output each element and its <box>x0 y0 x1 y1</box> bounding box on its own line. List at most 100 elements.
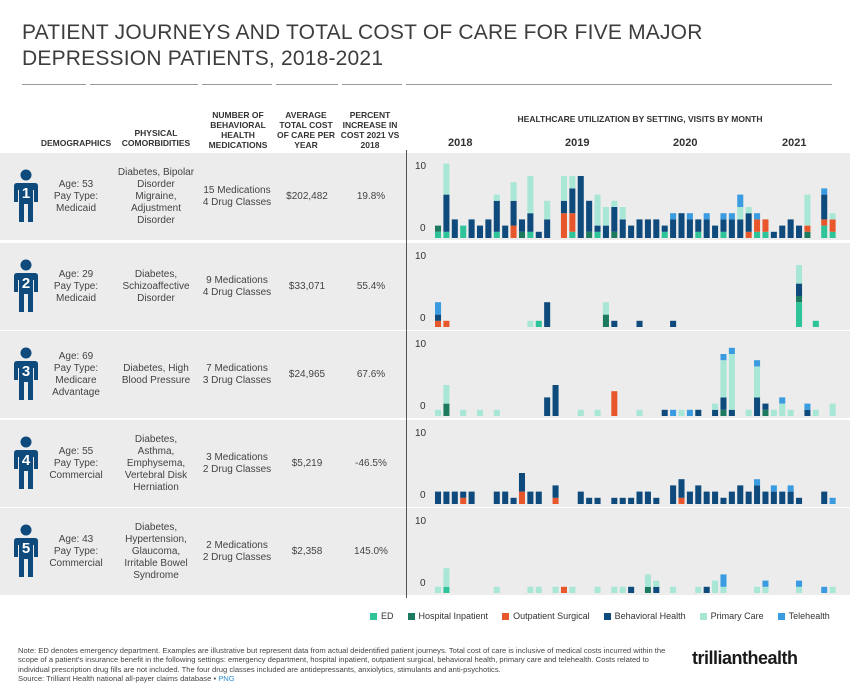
bar-segment <box>728 213 735 220</box>
bar-segment <box>754 586 761 593</box>
bar-segment <box>611 200 618 207</box>
bar-segment <box>653 586 660 593</box>
bar-segment <box>796 265 803 284</box>
bar-segment <box>577 491 584 504</box>
bar-segment <box>619 207 626 220</box>
bar-segment <box>737 207 744 220</box>
legend-label: ED <box>381 611 394 621</box>
bar-segment <box>821 586 828 593</box>
pay-type: Medicaid <box>55 292 97 304</box>
bar-segment <box>569 176 576 189</box>
pay-label: Pay Type: <box>53 190 99 202</box>
medications-cell: 7 Medications 3 Drug Classes <box>200 331 274 418</box>
demographics-cell: Age: 53 Pay Type: Medicaid <box>44 153 108 240</box>
source-text: Source: Trilliant Health national all-pa… <box>18 674 212 684</box>
patient-row <box>0 508 850 595</box>
bar-segment <box>502 491 509 504</box>
pct-increase-text: 67.6% <box>356 368 386 380</box>
bar-segment <box>435 314 442 321</box>
bar-segment <box>602 207 609 226</box>
pay-label: Pay Type: <box>53 457 99 469</box>
bar-segment <box>661 231 668 238</box>
legend-swatch <box>502 612 510 620</box>
bar-segment <box>812 320 819 327</box>
legend-item-telehealth: Telehealth <box>777 611 830 621</box>
avg-cost-text: $2,358 <box>291 545 323 557</box>
patient-number: 4 <box>21 452 31 469</box>
bar-segment <box>476 225 484 238</box>
bar-segment <box>527 320 534 327</box>
bar-segment <box>636 219 643 238</box>
bar-segment <box>435 302 442 315</box>
bar-segment <box>745 409 752 416</box>
bar-segment <box>821 225 828 238</box>
bar-segment <box>754 360 761 367</box>
avg-cost-cell: $2,358 <box>276 508 338 595</box>
bar-segment <box>544 302 551 327</box>
col-comorbidities-header: PHYSICAL COMORBIDITIES <box>121 128 191 148</box>
bar-segment <box>619 497 626 504</box>
bar-segment <box>779 403 786 416</box>
bar-segment <box>796 283 803 296</box>
med-count: 2 Medications <box>206 539 268 551</box>
bar-segment <box>502 225 509 238</box>
header-rule <box>406 84 832 85</box>
bar-segment <box>703 491 710 504</box>
bar-segment <box>611 391 618 416</box>
bar-segment <box>443 586 450 593</box>
bar-segment <box>468 491 475 504</box>
legend-swatch <box>370 612 377 620</box>
bar-segment <box>611 320 618 327</box>
age-text: Age: 29 <box>58 268 94 280</box>
bar-segment <box>762 409 769 416</box>
bar-segment <box>745 213 752 232</box>
bar-segment <box>602 314 609 327</box>
bar-segment <box>493 409 500 416</box>
bar-segment <box>796 586 803 593</box>
bar-segment <box>804 403 811 410</box>
comorbidities-cell: Diabetes, Hypertension, Glaucoma, Irrita… <box>116 508 196 595</box>
pay-type: Commercial <box>49 557 103 569</box>
bar-segment <box>476 409 484 416</box>
pct-increase-cell: -46.5% <box>340 420 402 507</box>
comorbidities-text: Diabetes, Hypertension, Glaucoma, Irrita… <box>124 521 188 581</box>
legend-item-primary-care: Primary Care <box>699 611 764 621</box>
bar-segment <box>586 200 593 232</box>
bar-segment <box>670 320 677 327</box>
bar-segment <box>728 354 735 410</box>
bar-segment <box>712 580 719 593</box>
bar-segment <box>829 497 836 504</box>
bar-segment <box>518 491 525 504</box>
bar-segment <box>804 409 811 416</box>
bar-segment <box>443 194 450 232</box>
bar-segment <box>535 586 542 593</box>
comorbidities-text: Diabetes, High Blood Pressure <box>121 362 191 386</box>
bar-segment <box>628 586 635 593</box>
bar-segment <box>594 497 601 504</box>
png-link[interactable]: PNG <box>218 674 235 684</box>
bar-segment <box>653 580 660 587</box>
bar-segment <box>569 586 576 593</box>
bar-segment <box>829 213 836 220</box>
bar-segment <box>829 586 836 593</box>
patient-row <box>0 243 850 330</box>
note-text: Note: ED denotes emergency department. E… <box>18 646 666 674</box>
y-tick-label: 10 <box>415 428 427 439</box>
bar-segment <box>443 568 450 587</box>
avg-cost-text: $24,965 <box>288 368 326 380</box>
y-tick-label: 0 <box>420 578 426 589</box>
bar-segment <box>510 182 517 201</box>
bar-segment <box>577 176 584 238</box>
bar-segment <box>493 200 500 232</box>
bar-segment <box>602 302 609 315</box>
bar-segment <box>804 225 811 232</box>
pay-label: Pay Type: <box>53 280 99 292</box>
bar-segment <box>770 485 777 492</box>
bar-segment <box>544 200 551 220</box>
legend-label: Primary Care <box>710 611 764 621</box>
bar-segment <box>510 497 517 504</box>
bar-segment <box>527 231 534 238</box>
bar-segment <box>560 176 567 201</box>
patient-number: 5 <box>21 540 31 557</box>
bar-segment <box>737 219 744 238</box>
